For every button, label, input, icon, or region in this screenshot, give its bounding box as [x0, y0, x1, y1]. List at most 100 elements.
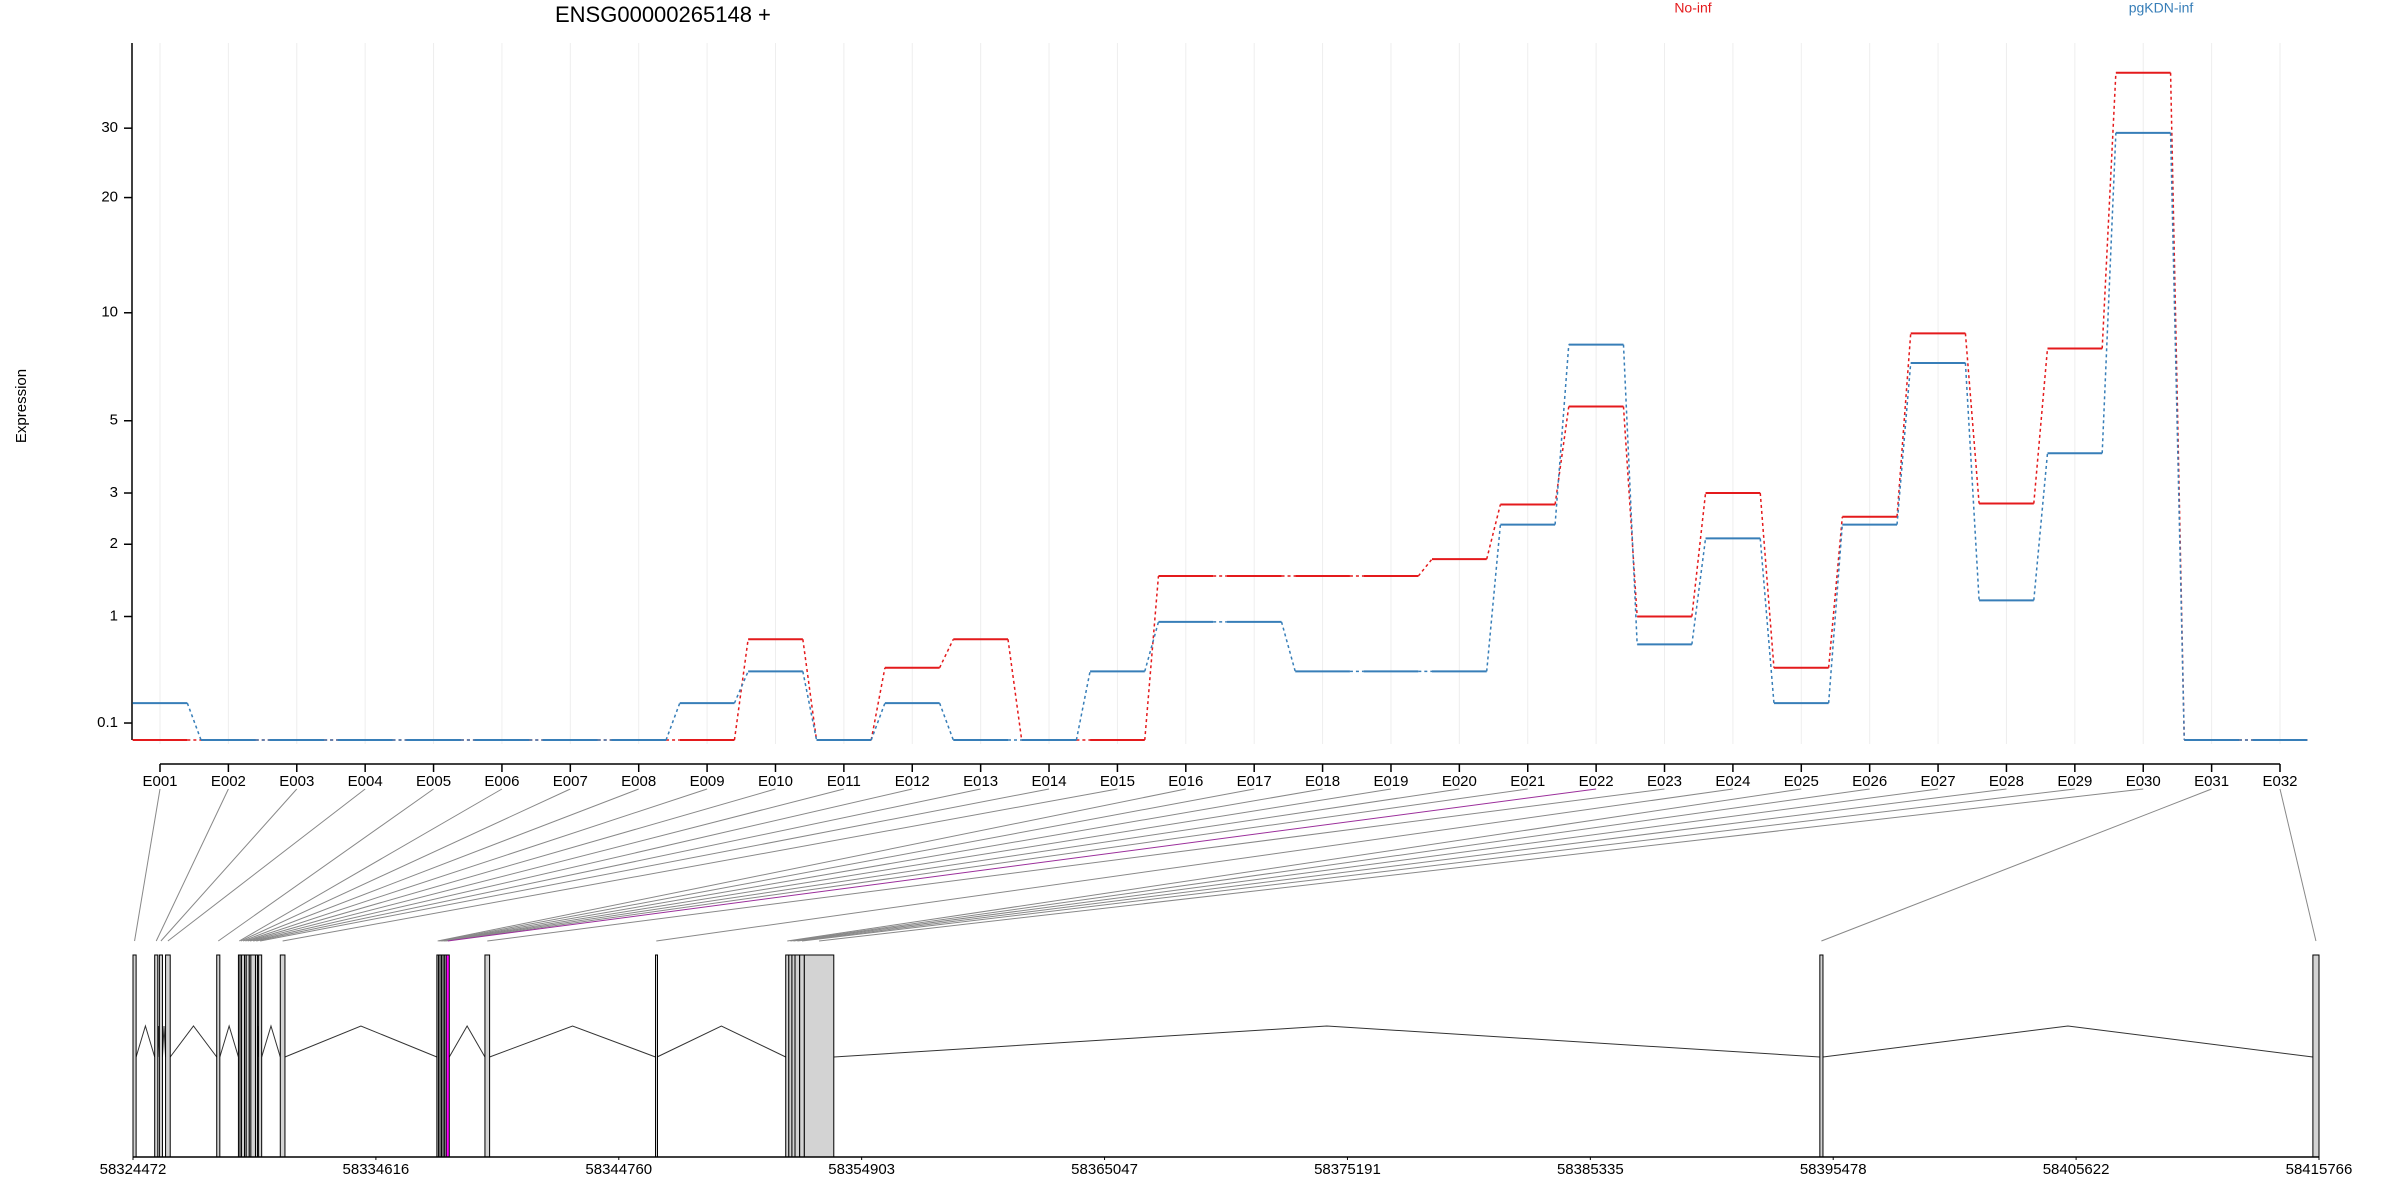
y-tick-label: 30 [101, 119, 118, 136]
intron [161, 1025, 167, 1058]
x-tick-label: E023 [1647, 773, 1682, 790]
intron [656, 1025, 786, 1058]
genomic-tick-label: 58385335 [1557, 1161, 1624, 1178]
intron [284, 1025, 438, 1058]
exon [254, 954, 258, 1158]
connector [1280, 621, 1296, 672]
x-tick-label: E017 [1237, 773, 1272, 790]
connector [1622, 406, 1638, 617]
exon-link [256, 788, 981, 942]
connector [870, 667, 886, 741]
exon-link [801, 788, 2075, 942]
exon-link [134, 788, 161, 942]
exon-link [819, 788, 2144, 942]
exon-link [790, 788, 1870, 942]
y-tick-label: 20 [101, 189, 118, 206]
connector [1417, 558, 1433, 577]
exon-link [245, 788, 708, 942]
genomic-tick-label: 58344760 [585, 1161, 652, 1178]
exon [799, 954, 805, 1158]
exon-link [260, 788, 1050, 942]
connector [733, 671, 749, 704]
exon-link [2279, 788, 2317, 942]
exon-link [437, 788, 1186, 942]
connector [1554, 344, 1570, 525]
x-tick-label: E008 [621, 773, 656, 790]
exon-link [247, 788, 776, 942]
x-tick-label: E014 [1032, 773, 1067, 790]
y-tick-label: 10 [101, 304, 118, 321]
x-tick-label: E030 [2126, 773, 2161, 790]
exon-link [167, 788, 366, 942]
exon [1819, 954, 1824, 1158]
connector [870, 702, 886, 741]
intron [261, 1024, 281, 1058]
exon [803, 954, 835, 1158]
x-tick-label: E021 [1510, 773, 1545, 790]
exon [654, 954, 658, 1158]
intron [1822, 1025, 2313, 1058]
connector [1827, 516, 1844, 668]
x-tick-label: E007 [553, 773, 588, 790]
legend-label: No-inf [1674, 0, 1711, 16]
intron [219, 1024, 239, 1058]
x-tick-label: E025 [1784, 773, 1819, 790]
connector [1759, 538, 1775, 704]
x-tick-label: E009 [690, 773, 725, 790]
connector [2101, 72, 2117, 349]
x-tick-label: E004 [348, 773, 383, 790]
exon-link [240, 788, 571, 942]
y-tick-label: 3 [110, 484, 118, 501]
legend-label: pgKDN-inf [2129, 0, 2194, 16]
exon-link [793, 788, 1939, 942]
genomic-tick-label: 58365047 [1071, 1161, 1138, 1178]
x-tick-label: E020 [1442, 773, 1477, 790]
connector [1896, 362, 1912, 525]
exon [794, 954, 801, 1158]
x-tick-label: E029 [2057, 773, 2092, 790]
connector [1075, 671, 1091, 741]
connector [1964, 333, 1980, 504]
exon-link [253, 788, 913, 942]
connector [1485, 524, 1502, 672]
connector [1896, 333, 1912, 517]
y-tick-label: 5 [110, 412, 118, 429]
exon-link [238, 788, 503, 942]
exon [250, 954, 256, 1158]
genomic-tick-label: 58405622 [2043, 1161, 2110, 1178]
connector [2033, 348, 2049, 504]
exon [132, 954, 137, 1158]
exon-link [656, 788, 1733, 942]
x-tick-label: E019 [1373, 773, 1408, 790]
intron [135, 1024, 156, 1058]
exon-link [797, 788, 2007, 942]
connector [1827, 524, 1844, 704]
genomic-tick-label: 58324472 [100, 1161, 167, 1178]
x-tick-label: E002 [211, 773, 246, 790]
genomic-tick-label: 58415766 [2286, 1161, 2353, 1178]
exon-link [217, 788, 434, 942]
exon [279, 954, 286, 1158]
exon-link [155, 788, 229, 942]
connector [1007, 639, 1023, 741]
x-tick-label: E015 [1100, 773, 1135, 790]
connector [938, 702, 954, 741]
intron [489, 1025, 656, 1058]
connector [2033, 453, 2049, 601]
exon-link [445, 788, 1528, 942]
exon-link [249, 788, 844, 942]
exon [216, 954, 221, 1158]
x-tick-label: E031 [2194, 773, 2229, 790]
y-tick-label: 1 [110, 607, 118, 624]
x-tick-label: E022 [1579, 773, 1614, 790]
x-tick-label: E016 [1168, 773, 1203, 790]
connector [665, 702, 681, 741]
connector [1144, 621, 1160, 672]
y-tick-label: 0.1 [97, 714, 118, 731]
chart-title: ENSG00000265148 + [555, 2, 771, 27]
x-tick-label: E018 [1305, 773, 1340, 790]
connector [1691, 492, 1707, 617]
intron [448, 1024, 486, 1058]
x-tick-label: E026 [1852, 773, 1887, 790]
